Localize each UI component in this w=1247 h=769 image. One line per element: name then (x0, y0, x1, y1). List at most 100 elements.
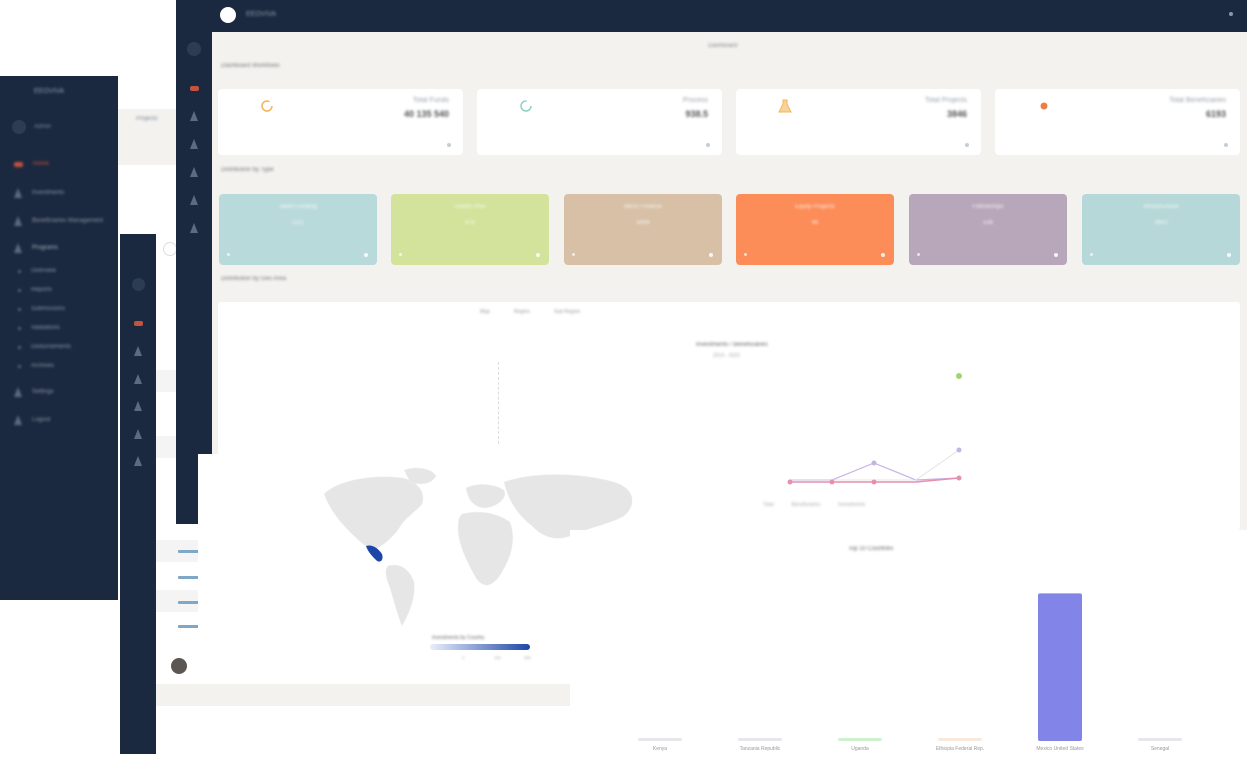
back-subitem-label: Reports (31, 287, 53, 293)
user-icon[interactable] (134, 401, 142, 411)
mexico-shape[interactable] (366, 545, 383, 562)
refresh-icon (520, 100, 532, 112)
back-sidebar-label: Investments (32, 190, 65, 196)
stat-label: Process (682, 97, 708, 104)
north-america-shape (323, 476, 424, 551)
mid-avatar-bottom[interactable] (171, 658, 187, 674)
stat-card-funds[interactable]: Total Funds 40 135 540 (218, 89, 463, 155)
type-value: 1111 (291, 220, 304, 226)
table-link[interactable] (178, 576, 200, 579)
map-axis-line (498, 362, 500, 444)
table-link[interactable] (178, 550, 200, 553)
type-value: 878 (464, 220, 475, 226)
bar[interactable] (838, 738, 882, 741)
legend-item[interactable]: Investments (838, 502, 866, 508)
back-subitem[interactable]: Archives (18, 363, 54, 369)
world-map-panel: Investments by Country 0 100 200 (198, 454, 634, 684)
data-point[interactable] (956, 373, 962, 379)
stat-card-beneficiaries[interactable]: Total Beneficiaries 6193 (995, 89, 1240, 155)
type-card[interactable]: Equity Projects 96 (736, 194, 894, 265)
stat-card-process[interactable]: Process 938.5 (477, 89, 722, 155)
back-subitem[interactable]: Overview (18, 268, 56, 274)
more-icon[interactable] (1054, 253, 1058, 257)
main-avatar[interactable] (187, 42, 201, 56)
back-subitem-label: Disbursements (31, 344, 72, 350)
table-link[interactable] (178, 601, 200, 604)
type-card[interactable]: Infrastructure 3663 (1082, 194, 1240, 265)
user-icon[interactable] (190, 195, 198, 205)
main-topbar: EEOVIVA (176, 0, 1247, 32)
south-america-shape (385, 564, 415, 627)
back-subitem[interactable]: Validations (18, 325, 60, 331)
world-map[interactable] (318, 466, 648, 631)
bar[interactable] (738, 738, 782, 741)
stat-card-projects[interactable]: Total Projects 3846 (736, 89, 981, 155)
back-sidebar-item-logout[interactable]: Logout (14, 415, 50, 425)
type-value: 536 (982, 220, 993, 226)
user-icon[interactable] (134, 346, 142, 356)
type-card[interactable]: Micro Finance 5494 (564, 194, 722, 265)
tab-map[interactable]: Map (480, 309, 490, 315)
mid-avatar[interactable] (132, 278, 145, 291)
more-icon[interactable] (364, 253, 368, 257)
bar[interactable] (1138, 738, 1182, 741)
bar[interactable] (938, 738, 982, 741)
back-subitem[interactable]: Submissions (18, 306, 65, 312)
data-point[interactable] (956, 475, 962, 481)
back-sidebar-item-programs[interactable]: Programs (14, 243, 58, 253)
back-subitem[interactable]: Reports (18, 287, 52, 293)
back-sidebar-item-settings[interactable]: Settings (14, 387, 54, 397)
home-icon[interactable] (190, 86, 199, 91)
user-icon[interactable] (190, 139, 198, 149)
table-link[interactable] (178, 625, 200, 628)
bar[interactable] (638, 738, 682, 741)
tab-region[interactable]: Region (514, 309, 530, 315)
user-icon[interactable] (190, 223, 198, 233)
back-sidebar-item-beneficiaries[interactable]: Beneficiaries Management (14, 216, 103, 226)
more-icon[interactable] (1224, 143, 1228, 147)
data-point[interactable] (871, 479, 877, 485)
data-point[interactable] (956, 447, 962, 453)
home-icon (14, 161, 23, 167)
more-icon[interactable] (447, 143, 451, 147)
back-window-sidebar: EEOVIVA Admin Home Investments Beneficia… (0, 76, 118, 600)
section-label-geo: Distribution by Geo Area (221, 276, 287, 282)
back-avatar[interactable] (12, 120, 26, 134)
back-sidebar-item-investments[interactable]: Investments (14, 188, 64, 198)
africa-shape (457, 511, 513, 586)
back-subitem[interactable]: Disbursements (18, 344, 71, 350)
user-icon (14, 415, 22, 425)
data-point[interactable] (787, 479, 793, 485)
user-icon[interactable] (134, 374, 142, 384)
user-icon[interactable] (190, 111, 198, 121)
legend-item[interactable]: Total (763, 502, 774, 508)
bar-category-label: Ethiopia Federal Rep. (936, 746, 984, 752)
more-icon[interactable] (1227, 253, 1231, 257)
indicator-icon (227, 253, 230, 256)
user-icon[interactable] (134, 429, 142, 439)
data-point[interactable] (871, 460, 877, 466)
type-label: Seed Funding (279, 204, 317, 210)
circle-icon (1040, 102, 1048, 110)
app-logo[interactable] (220, 7, 236, 23)
more-icon[interactable] (706, 143, 710, 147)
menu-icon[interactable] (1229, 12, 1233, 16)
back-sidebar-label: Home (33, 161, 50, 167)
more-icon[interactable] (881, 253, 885, 257)
middle-window-footer (156, 684, 576, 706)
user-icon[interactable] (134, 456, 142, 466)
more-icon[interactable] (536, 253, 540, 257)
home-icon[interactable] (134, 321, 143, 326)
more-icon[interactable] (965, 143, 969, 147)
more-icon[interactable] (709, 253, 713, 257)
type-card[interactable]: Grants Plus 878 (391, 194, 549, 265)
legend-item[interactable]: Beneficiaries (791, 502, 821, 508)
tab-subregion[interactable]: Sub Region (554, 309, 581, 315)
data-point[interactable] (829, 479, 835, 485)
user-icon[interactable] (190, 167, 198, 177)
back-sidebar-item-home[interactable]: Home (14, 161, 49, 167)
type-card[interactable]: Seed Funding 1111 (219, 194, 377, 265)
stat-value: 6193 (1205, 109, 1226, 119)
bar[interactable] (1038, 593, 1082, 741)
type-card[interactable]: Fellowships 536 (909, 194, 1067, 265)
